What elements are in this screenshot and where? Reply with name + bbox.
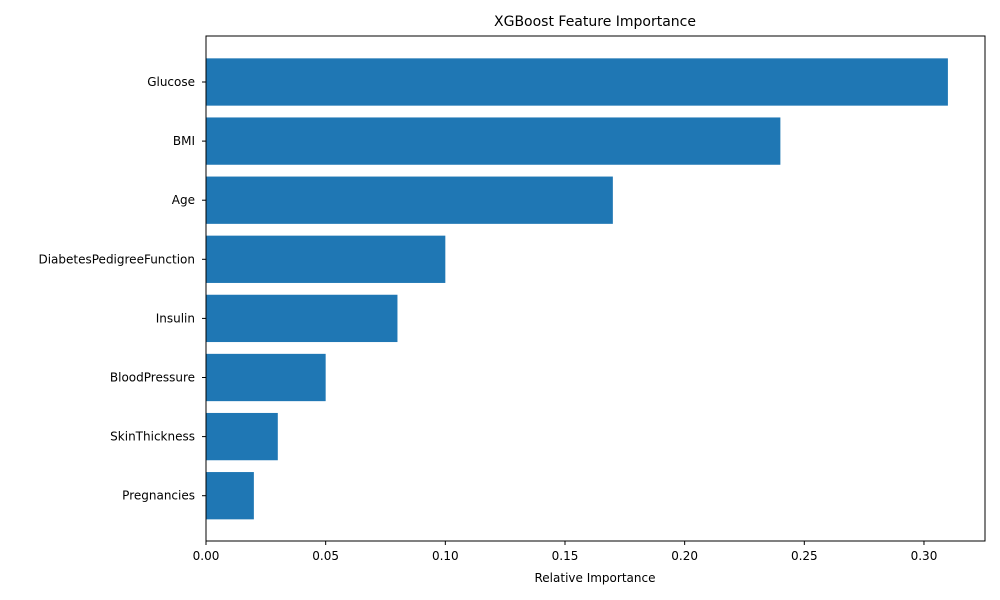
bar-insulin	[206, 294, 398, 343]
x-axis-label: Relative Importance	[535, 571, 656, 585]
y-tick-label-age: Age	[172, 193, 195, 207]
y-tick-label-diabetespedigreefunction: DiabetesPedigreeFunction	[38, 252, 195, 266]
y-tick-label-skinthickness: SkinThickness	[110, 430, 195, 444]
y-tick-label-bloodpressure: BloodPressure	[110, 371, 195, 385]
x-tick-label: 0.05	[312, 549, 339, 563]
bar-age	[206, 176, 613, 224]
y-tick-label-glucose: Glucose	[147, 75, 195, 89]
bar-diabetespedigreefunction	[206, 235, 446, 283]
bars-group	[206, 58, 948, 520]
y-tick-label-pregnancies: Pregnancies	[122, 489, 195, 503]
x-tick-label: 0.25	[791, 549, 818, 563]
chart-title: XGBoost Feature Importance	[494, 14, 696, 30]
x-axis-ticks: 0.00 0.05 0.10 0.15 0.20 0.25 0.30	[193, 541, 938, 563]
bar-pregnancies	[206, 472, 254, 520]
x-tick-label: 0.10	[432, 549, 459, 563]
x-tick-label: 0.20	[671, 549, 698, 563]
x-tick-label: 0.00	[193, 549, 220, 563]
y-tick-label-insulin: Insulin	[156, 311, 195, 325]
bar-bloodpressure	[206, 353, 326, 402]
plot-frame	[205, 35, 986, 542]
bar-skinthickness	[206, 412, 278, 461]
x-tick-label: 0.15	[552, 549, 579, 563]
y-axis-ticks: Glucose BMI Age DiabetesPedigreeFunction Ins…	[38, 75, 206, 503]
y-tick-label-bmi: BMI	[173, 134, 195, 148]
x-tick-label: 0.30	[911, 549, 938, 563]
bar-glucose	[206, 58, 948, 106]
bar-bmi	[206, 117, 781, 165]
